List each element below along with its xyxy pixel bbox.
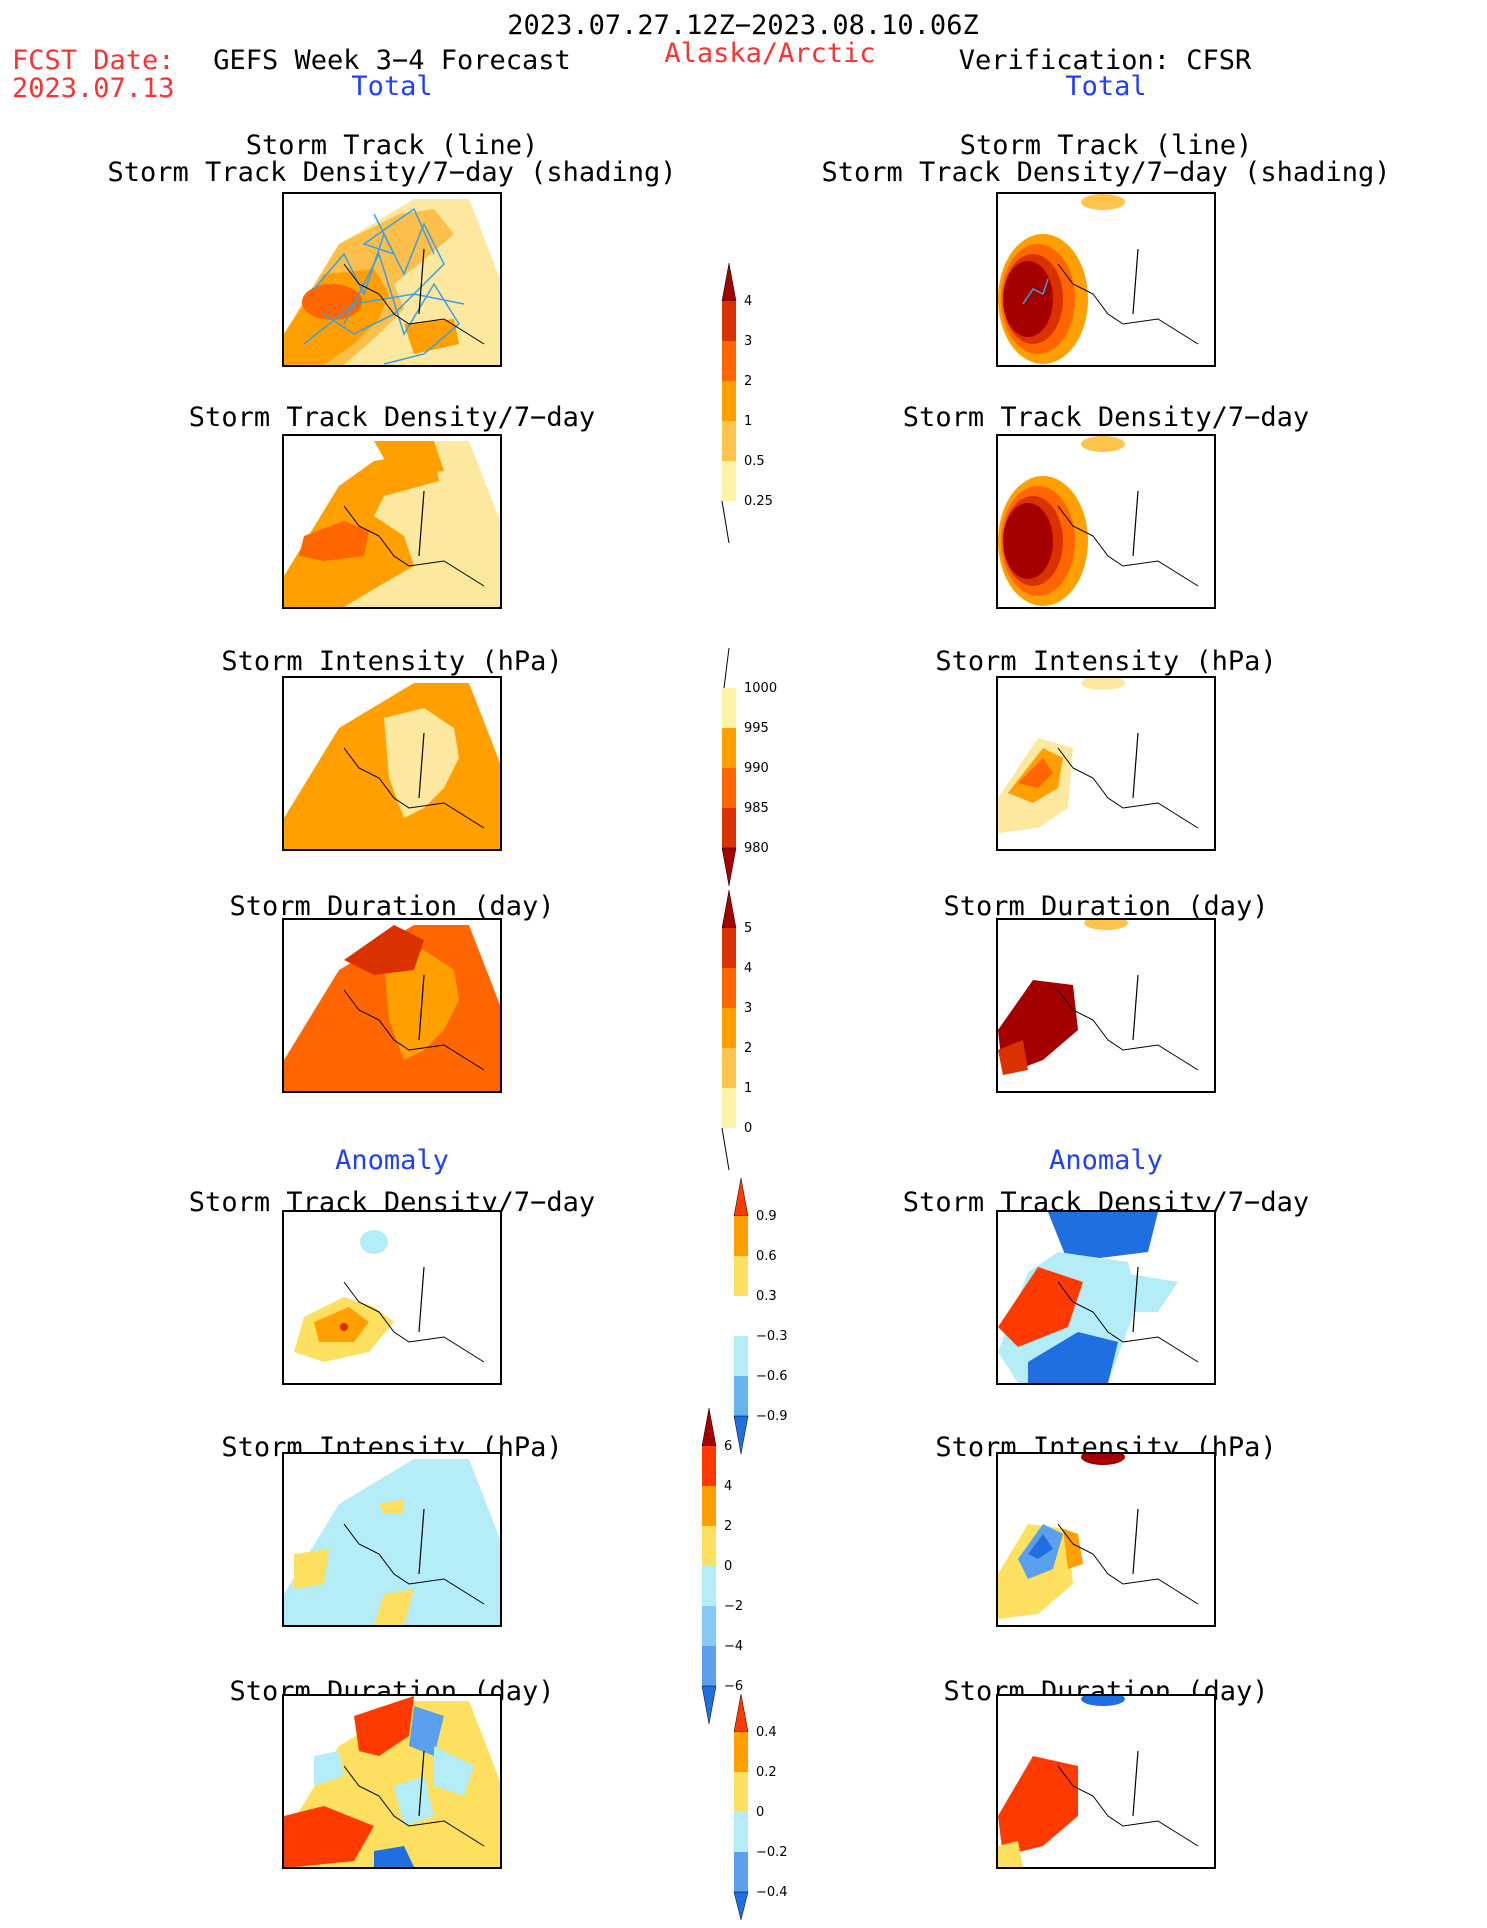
- left-title-duration: Storm Duration (day): [229, 891, 555, 922]
- model-title: GEFS Week 3−4 Forecast: [213, 45, 571, 76]
- cbar-duration-label-5: 0: [744, 1121, 752, 1136]
- colorbar-anom-duration-svg: 0.4 0.2 0 −0.2 −0.4: [733, 1693, 788, 1921]
- left-section-total: Total: [351, 71, 433, 102]
- colorbar-anom-intensity: 6 4 2 0 −2 −4 −6: [701, 1407, 762, 1732]
- colorbar-anom-intensity-svg: 6 4 2 0 −2 −4 −6: [701, 1407, 743, 1725]
- cbar-density-label-2: 2: [744, 374, 752, 389]
- colorbar-track-density-svg: 4 3 2 1 0.5 0.25: [721, 262, 773, 544]
- colorbar-duration: 5 4 3 2 1 0: [721, 889, 782, 1174]
- verification-title: Verification: CFSR: [958, 45, 1252, 76]
- colorbar-track-density: 4 3 2 1 0.5 0.25: [721, 262, 782, 547]
- cbar-anom-density-label-2: 0.3: [756, 1289, 777, 1304]
- map-left-intensity: [282, 676, 502, 851]
- colorbar-anom-duration: 0.4 0.2 0 −0.2 −0.4: [733, 1693, 794, 1928]
- cbar-anom-density-label-3: −0.3: [756, 1329, 788, 1344]
- cbar-duration-label-0: 5: [744, 921, 752, 936]
- right-anomaly-heading: Anomaly: [1049, 1145, 1163, 1176]
- cbar-density-label-0: 4: [744, 294, 752, 309]
- map-right-duration: [996, 918, 1216, 1093]
- map-right-track-density: [996, 434, 1216, 609]
- cbar-anom-duration-label-2: 0: [756, 1805, 764, 1820]
- colorbar-intensity: 1000 995 990 985 980: [721, 647, 782, 892]
- cbar-duration-label-1: 4: [744, 961, 752, 976]
- colorbar-duration-svg: 5 4 3 2 1 0: [721, 889, 752, 1171]
- cbar-anom-density-label-0: 0.9: [756, 1209, 777, 1224]
- cbar-anom-duration-label-3: −0.2: [756, 1845, 788, 1860]
- map-right-track-density-shading: [996, 192, 1216, 367]
- cbar-intensity-label-0: 1000: [744, 681, 777, 696]
- cbar-anom-intensity-label-5: −4: [724, 1639, 743, 1654]
- left-title-track-density-shading: Storm Track Density/7−day (shading): [107, 157, 677, 188]
- cbar-anom-intensity-label-4: −2: [724, 1599, 743, 1614]
- cbar-intensity-label-3: 985: [744, 801, 769, 816]
- cbar-intensity-label-1: 995: [744, 721, 769, 736]
- fcst-date-value: 2023.07.13: [12, 73, 175, 104]
- cbar-anom-intensity-label-0: 6: [724, 1439, 732, 1454]
- cbar-intensity-label-2: 990: [744, 761, 769, 776]
- map-left-track-density: [282, 434, 502, 609]
- cbar-duration-label-4: 1: [744, 1081, 752, 1096]
- map-right-intensity: [996, 676, 1216, 851]
- right-title-track-density: Storm Track Density/7−day: [902, 402, 1310, 433]
- colorbar-anom-track-density: 0.9 0.6 0.3 −0.3 −0.6 −0.9: [733, 1177, 794, 1462]
- map-left-anom-duration: [282, 1694, 502, 1869]
- right-title-duration: Storm Duration (day): [943, 891, 1269, 922]
- cbar-density-label-1: 3: [744, 334, 752, 349]
- left-title-track-line: Storm Track (line): [245, 130, 539, 161]
- cbar-anom-intensity-label-3: 0: [724, 1559, 732, 1574]
- right-title-track-line: Storm Track (line): [959, 130, 1253, 161]
- cbar-density-label-5: 0.25: [744, 494, 773, 509]
- left-title-track-density: Storm Track Density/7−day: [188, 402, 596, 433]
- cbar-anom-intensity-label-2: 2: [724, 1519, 732, 1534]
- cbar-anom-density-label-1: 0.6: [756, 1249, 777, 1264]
- right-section-total: Total: [1065, 71, 1147, 102]
- map-right-anom-duration: [996, 1694, 1216, 1869]
- cbar-anom-duration-label-1: 0.2: [756, 1765, 777, 1780]
- map-left-anom-intensity: [282, 1452, 502, 1627]
- map-left-duration: [282, 918, 502, 1093]
- right-title-intensity: Storm Intensity (hPa): [935, 646, 1277, 677]
- cbar-intensity-label-4: 980: [744, 841, 769, 856]
- cbar-anom-duration-label-0: 0.4: [756, 1725, 777, 1740]
- cbar-duration-label-3: 2: [744, 1041, 752, 1056]
- map-left-track-density-shading: [282, 192, 502, 367]
- left-anomaly-heading: Anomaly: [335, 1145, 449, 1176]
- map-right-anom-track-density: [996, 1210, 1216, 1385]
- cbar-anom-duration-label-4: −0.4: [756, 1885, 788, 1900]
- cbar-density-label-3: 1: [744, 414, 752, 429]
- map-left-anom-track-density: [282, 1210, 502, 1385]
- region-title: Alaska/Arctic: [664, 38, 876, 69]
- cbar-anom-density-label-4: −0.6: [756, 1369, 788, 1384]
- right-title-track-density-shading: Storm Track Density/7−day (shading): [821, 157, 1391, 188]
- fcst-date-label: FCST Date:: [12, 45, 175, 76]
- cbar-anom-density-label-5: −0.9: [756, 1409, 788, 1424]
- colorbar-intensity-svg: 1000 995 990 985 980: [721, 647, 777, 887]
- period-title: 2023.07.27.12Z−2023.08.10.06Z: [507, 10, 979, 41]
- cbar-duration-label-2: 3: [744, 1001, 752, 1016]
- cbar-anom-intensity-label-1: 4: [724, 1479, 732, 1494]
- colorbar-anom-density-svg: 0.9 0.6 0.3 −0.3 −0.6 −0.9: [733, 1177, 788, 1455]
- cbar-density-label-4: 0.5: [744, 454, 765, 469]
- cbar-anom-intensity-label-6: −6: [724, 1679, 743, 1694]
- map-right-anom-intensity: [996, 1452, 1216, 1627]
- left-title-intensity: Storm Intensity (hPa): [221, 646, 563, 677]
